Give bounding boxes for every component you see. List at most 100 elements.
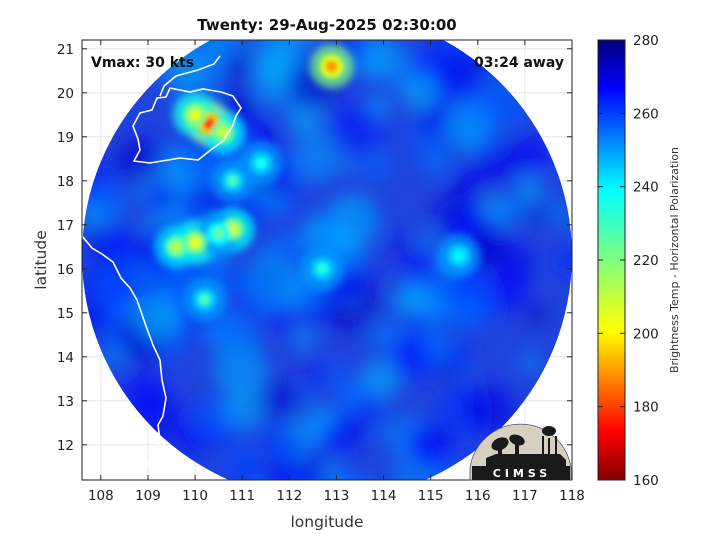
x-tick-label: 108 bbox=[88, 488, 114, 504]
feature-core bbox=[170, 240, 183, 253]
y-tick-label: 14 bbox=[57, 350, 74, 366]
plot-area bbox=[82, 40, 572, 480]
swath-texture-cell bbox=[256, 378, 301, 422]
swath-texture-cell bbox=[339, 420, 356, 438]
swath-texture-cell bbox=[449, 346, 468, 365]
y-tick-label: 20 bbox=[57, 86, 74, 102]
x-tick-label: 109 bbox=[135, 488, 161, 504]
swath-texture-cell bbox=[133, 295, 181, 343]
cimss-logo: CIMSS bbox=[469, 423, 572, 481]
x-tick-label: 114 bbox=[371, 488, 397, 504]
swath-texture-cell bbox=[473, 140, 519, 186]
swath-texture-cell bbox=[178, 428, 205, 455]
swath-texture-cell bbox=[444, 102, 490, 149]
feature-core bbox=[255, 157, 268, 170]
swath-texture-cell bbox=[329, 102, 383, 156]
chart-title: Twenty: 29-Aug-2025 02:30:00 bbox=[197, 16, 456, 34]
swath-texture-cell bbox=[292, 133, 341, 183]
swath-texture-cell bbox=[387, 234, 406, 253]
swath-texture-cell bbox=[100, 316, 121, 336]
swath-texture-cell bbox=[509, 134, 552, 176]
swath-texture-cell bbox=[325, 363, 352, 390]
swath-texture-cell bbox=[399, 69, 440, 110]
feature-core bbox=[203, 117, 216, 130]
feature-core bbox=[212, 227, 225, 240]
logo-text: CIMSS bbox=[493, 467, 551, 480]
swath-texture-cell bbox=[216, 323, 233, 340]
swath-texture-cell bbox=[122, 372, 167, 417]
y-tick-label: 17 bbox=[57, 218, 74, 234]
microwave-swath bbox=[82, 40, 572, 480]
x-tick-label: 111 bbox=[229, 488, 255, 504]
swath-texture-cell bbox=[237, 338, 260, 362]
convective-features bbox=[154, 44, 481, 322]
x-tick-label: 115 bbox=[418, 488, 444, 504]
coastline-china bbox=[159, 55, 221, 97]
x-tick-label: 110 bbox=[182, 488, 208, 504]
y-tick-label: 18 bbox=[57, 174, 74, 190]
swath-texture-cell bbox=[273, 311, 296, 335]
swath-texture-cell bbox=[449, 168, 482, 202]
feature-core bbox=[226, 174, 239, 187]
swath-texture-cell bbox=[261, 424, 298, 461]
coastline-hainan bbox=[132, 87, 242, 164]
swath-texture-cell bbox=[412, 287, 450, 324]
y-tick-label: 19 bbox=[57, 130, 74, 146]
swath-texture-cell bbox=[526, 303, 547, 325]
swath-texture-cell bbox=[224, 390, 265, 431]
colorbar-tick-label: 260 bbox=[633, 106, 659, 122]
colorbar-label: Brightness Temp - Horizontal Polarizatio… bbox=[668, 147, 681, 373]
y-tick-label: 21 bbox=[57, 42, 74, 58]
feature-core bbox=[189, 108, 202, 121]
swath-texture-cell bbox=[542, 198, 566, 222]
swath-texture-cell bbox=[223, 52, 254, 83]
swath-texture-cell bbox=[556, 248, 572, 275]
x-tick-label: 113 bbox=[324, 488, 350, 504]
plot-frame bbox=[81, 39, 573, 481]
x-tick-label: 112 bbox=[276, 488, 302, 504]
swath-texture-cell bbox=[498, 195, 528, 225]
swath-texture-cell bbox=[345, 40, 367, 59]
swath-texture-cell bbox=[397, 340, 419, 361]
swath-texture-cell bbox=[521, 353, 540, 373]
swath-texture-cell bbox=[360, 148, 394, 182]
feature-core bbox=[452, 249, 465, 262]
swath-texture-cell bbox=[146, 181, 177, 212]
x-axis-ticks: 108 109 110 111 112 113 114 115 116 117 118 bbox=[88, 40, 585, 504]
colorbar-ticks: 160 180 200 220 240 260 280 bbox=[598, 33, 659, 489]
swath-texture-cell bbox=[132, 334, 152, 354]
swath-texture-cell bbox=[115, 136, 161, 182]
swath-texture-cell bbox=[322, 460, 340, 477]
swath-texture-cell bbox=[515, 175, 545, 205]
swath-texture-cell bbox=[558, 211, 572, 230]
swath-texture-cell bbox=[341, 160, 358, 176]
swath-texture-cell bbox=[418, 102, 452, 136]
swath-texture-cell bbox=[82, 259, 135, 314]
swath-texture-cell bbox=[89, 305, 108, 325]
swath-texture-cell bbox=[224, 441, 261, 479]
feature-core bbox=[198, 293, 211, 306]
swath-texture-cell bbox=[336, 383, 366, 414]
swath-texture-cell bbox=[102, 344, 127, 369]
swath-texture-cell bbox=[305, 363, 328, 385]
colorbar-tick-label: 240 bbox=[633, 180, 659, 196]
y-tick-label: 15 bbox=[57, 306, 74, 322]
feature-core bbox=[316, 262, 329, 275]
swath-texture-cell bbox=[325, 193, 379, 248]
swath-texture-cell bbox=[243, 256, 296, 310]
swath-texture-cell bbox=[262, 461, 317, 480]
feature-core bbox=[325, 60, 338, 73]
colorbar-tick-label: 180 bbox=[633, 400, 659, 416]
y-tick-label: 16 bbox=[57, 262, 74, 278]
colorbar-tick-label: 280 bbox=[633, 33, 659, 49]
x-tick-label: 117 bbox=[512, 488, 538, 504]
coastline-vietnam bbox=[82, 235, 167, 480]
swath-texture-cell bbox=[359, 360, 400, 400]
swath-texture-cell bbox=[86, 227, 104, 245]
x-tick-label: 116 bbox=[465, 488, 491, 504]
colorbar-tick-label: 200 bbox=[633, 326, 659, 342]
swath-texture-cell bbox=[420, 230, 438, 248]
swath-texture-cell bbox=[88, 184, 128, 225]
y-axis-label: latitude bbox=[32, 230, 50, 289]
